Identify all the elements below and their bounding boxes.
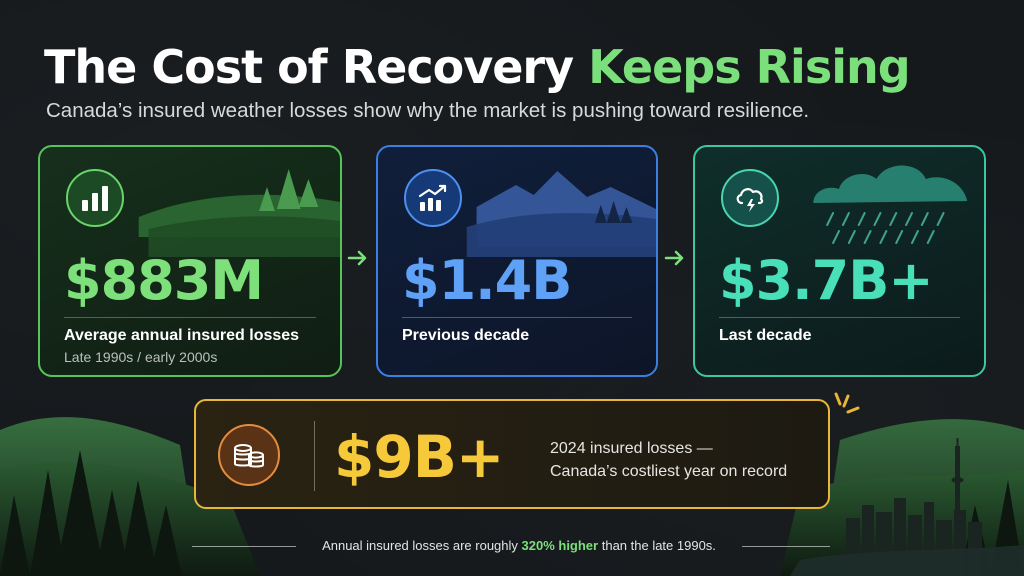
card-label: Average annual insured losses (64, 327, 300, 344)
card-divider (719, 317, 960, 318)
card-divider (402, 317, 632, 318)
title-accent: Keeps Rising (588, 40, 911, 94)
forest-hills-illustration (138, 169, 340, 257)
card-previous-decade: $1.4B Previous decade (376, 145, 658, 377)
card-value: $1.4B (402, 249, 572, 312)
page-title: The Cost of Recovery Keeps Rising (44, 40, 911, 94)
card-last-decade: $3.7B+ Last decade (693, 145, 986, 377)
mountains-illustration (466, 171, 656, 257)
storm-cloud-icon (721, 169, 779, 227)
footer-rule-right (742, 546, 830, 547)
coins-icon (218, 424, 280, 486)
record-separator (314, 421, 315, 491)
record-2024-box: $9B+ 2024 insured losses — Canada’s cost… (194, 399, 830, 509)
title-main: The Cost of Recovery (44, 40, 574, 94)
card-late-1990s: $883M Average annual insured losses Late… (38, 145, 342, 377)
highlight-rays-icon (834, 392, 860, 414)
bar-chart-icon (66, 169, 124, 227)
trending-up-icon (404, 169, 462, 227)
rain-cloud-illustration (813, 165, 968, 244)
footer-note: Annual insured losses are roughly 320% h… (306, 538, 732, 553)
arrow-right-icon (347, 250, 367, 266)
card-label: Last decade (719, 327, 812, 344)
record-description: 2024 insured losses — Canada’s costliest… (550, 437, 820, 483)
card-divider (64, 317, 316, 318)
record-value: $9B+ (334, 423, 505, 491)
card-sublabel: Late 1990s / early 2000s (64, 349, 218, 365)
record-line-2: Canada’s costliest year on record (550, 463, 788, 480)
footer-rule-left (192, 546, 296, 547)
footer-highlight: 320% higher (521, 538, 599, 553)
footer-prefix: Annual insured losses are roughly (322, 538, 522, 553)
card-label: Previous decade (402, 327, 530, 344)
footer-suffix: than the late 1990s. (598, 538, 716, 553)
arrow-right-icon (664, 250, 684, 266)
card-value: $3.7B+ (719, 249, 934, 312)
card-value: $883M (64, 249, 264, 312)
page-subtitle: Canada’s insured weather losses show why… (46, 99, 810, 122)
record-line-1: 2024 insured losses — (550, 440, 713, 457)
